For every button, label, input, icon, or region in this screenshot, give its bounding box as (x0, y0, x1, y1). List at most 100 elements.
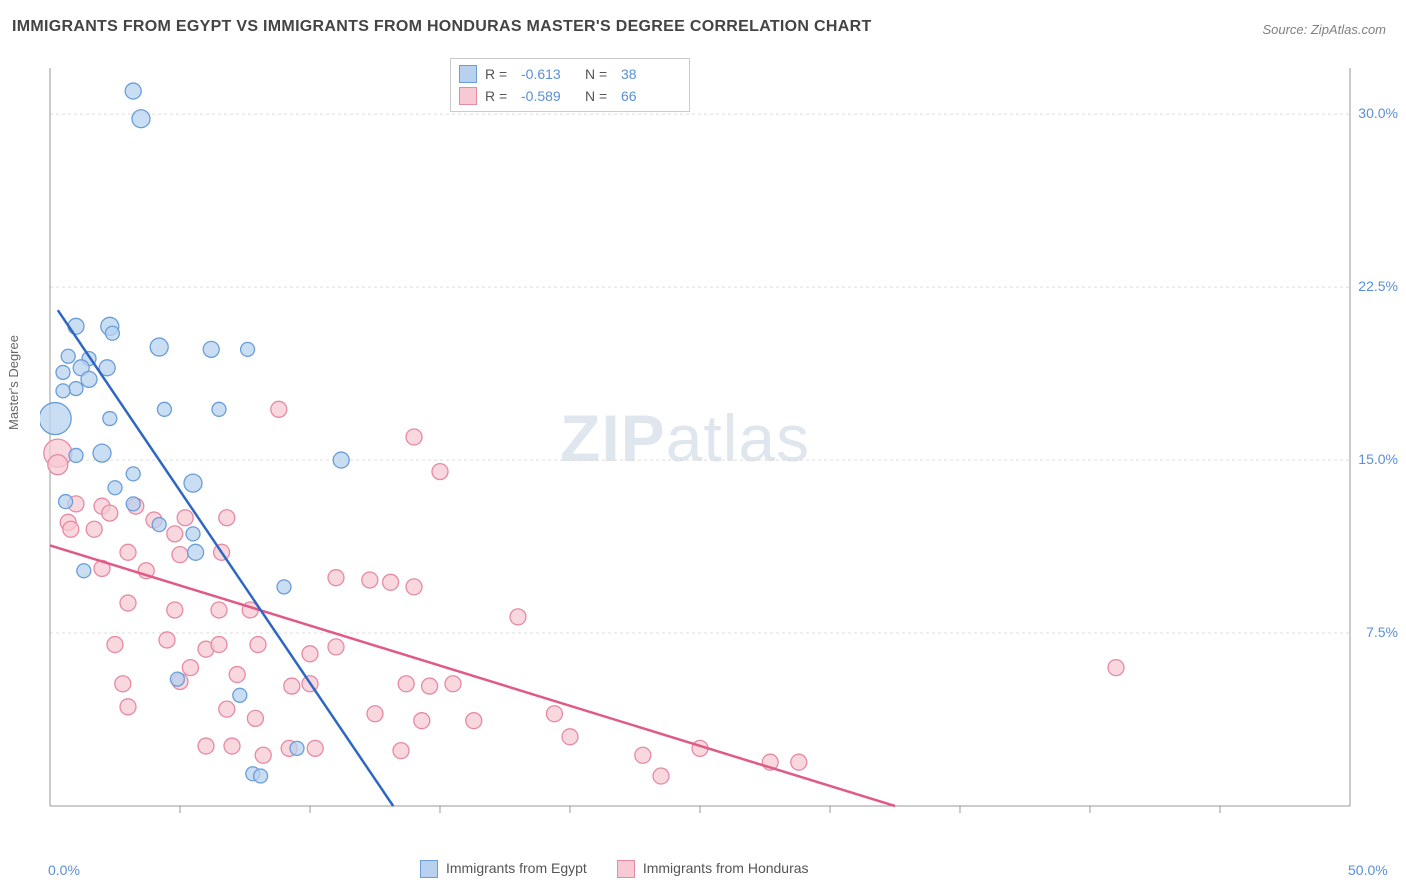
egypt-point (241, 342, 255, 356)
egypt-point (188, 544, 204, 560)
scatter-plot (40, 56, 1380, 836)
honduras-point (791, 754, 807, 770)
honduras-point (219, 510, 235, 526)
honduras-point (120, 544, 136, 560)
honduras-point (86, 521, 102, 537)
honduras-point (1108, 660, 1124, 676)
honduras-point (284, 678, 300, 694)
honduras-point (211, 637, 227, 653)
honduras-point (383, 574, 399, 590)
honduras-point (328, 639, 344, 655)
honduras-point (635, 747, 651, 763)
egypt-point (150, 338, 168, 356)
egypt-point (77, 564, 91, 578)
r-value: -0.613 (521, 63, 577, 85)
honduras-point (367, 706, 383, 722)
egypt-point (254, 769, 268, 783)
x-tick-label: 50.0% (1348, 862, 1388, 878)
honduras-point (177, 510, 193, 526)
y-axis-label: Master's Degree (6, 335, 21, 430)
r-label: R = (485, 63, 513, 85)
honduras-point (271, 401, 287, 417)
honduras-point (406, 429, 422, 445)
egypt-point (68, 318, 84, 334)
n-label: N = (585, 63, 613, 85)
honduras-point (167, 602, 183, 618)
n-value: 38 (621, 63, 677, 85)
egypt-point (103, 412, 117, 426)
egypt-point (56, 365, 70, 379)
honduras-point (414, 713, 430, 729)
egypt-point (40, 403, 71, 435)
legend-correlation-row: R = -0.589 N = 66 (459, 85, 677, 107)
legend-swatch (459, 65, 477, 83)
egypt-point (126, 497, 140, 511)
legend-correlation: R = -0.613 N = 38 R = -0.589 N = 66 (450, 58, 690, 112)
honduras-point (546, 706, 562, 722)
egypt-point (333, 452, 349, 468)
r-label: R = (485, 85, 513, 107)
egypt-point (186, 527, 200, 541)
honduras-point (406, 579, 422, 595)
honduras-point (393, 743, 409, 759)
egypt-point (212, 402, 226, 416)
egypt-point (108, 481, 122, 495)
honduras-point (102, 505, 118, 521)
legend-series: Immigrants from Egypt Immigrants from Hon… (420, 860, 809, 878)
honduras-point (211, 602, 227, 618)
honduras-point (445, 676, 461, 692)
chart-area (40, 56, 1380, 836)
egypt-point (152, 518, 166, 532)
honduras-point (432, 464, 448, 480)
honduras-point (182, 660, 198, 676)
honduras-point (250, 637, 266, 653)
honduras-point (302, 646, 318, 662)
egypt-point (184, 474, 202, 492)
legend-item: Immigrants from Egypt (420, 860, 587, 878)
honduras-point (510, 609, 526, 625)
honduras-point (255, 747, 271, 763)
egypt-point (69, 382, 83, 396)
honduras-point (229, 667, 245, 683)
egypt-point (277, 580, 291, 594)
egypt-point (105, 326, 119, 340)
y-tick-label: 30.0% (1358, 105, 1398, 121)
egypt-point (93, 444, 111, 462)
legend-correlation-row: R = -0.613 N = 38 (459, 63, 677, 85)
honduras-point (466, 713, 482, 729)
egypt-point (170, 672, 184, 686)
legend-item: Immigrants from Honduras (617, 860, 809, 878)
egypt-point (81, 371, 97, 387)
egypt-point (69, 448, 83, 462)
egypt-point (157, 402, 171, 416)
honduras-point (219, 701, 235, 717)
honduras-point (48, 455, 68, 475)
egypt-point (56, 384, 70, 398)
honduras-point (362, 572, 378, 588)
n-value: 66 (621, 85, 677, 107)
egypt-point (61, 349, 75, 363)
egypt-regression-line (58, 310, 393, 806)
honduras-point (159, 632, 175, 648)
honduras-point (63, 521, 79, 537)
y-tick-label: 22.5% (1358, 278, 1398, 294)
honduras-point (328, 570, 344, 586)
honduras-point (653, 768, 669, 784)
legend-swatch (617, 860, 635, 878)
honduras-point (224, 738, 240, 754)
honduras-point (198, 738, 214, 754)
honduras-point (120, 595, 136, 611)
honduras-point (120, 699, 136, 715)
honduras-point (172, 547, 188, 563)
egypt-point (132, 110, 150, 128)
honduras-point (107, 637, 123, 653)
honduras-point (307, 740, 323, 756)
honduras-point (167, 526, 183, 542)
legend-swatch (420, 860, 438, 878)
r-value: -0.589 (521, 85, 577, 107)
egypt-point (203, 341, 219, 357)
egypt-point (125, 83, 141, 99)
y-tick-label: 7.5% (1366, 624, 1398, 640)
n-label: N = (585, 85, 613, 107)
legend-label: Immigrants from Honduras (643, 860, 809, 876)
